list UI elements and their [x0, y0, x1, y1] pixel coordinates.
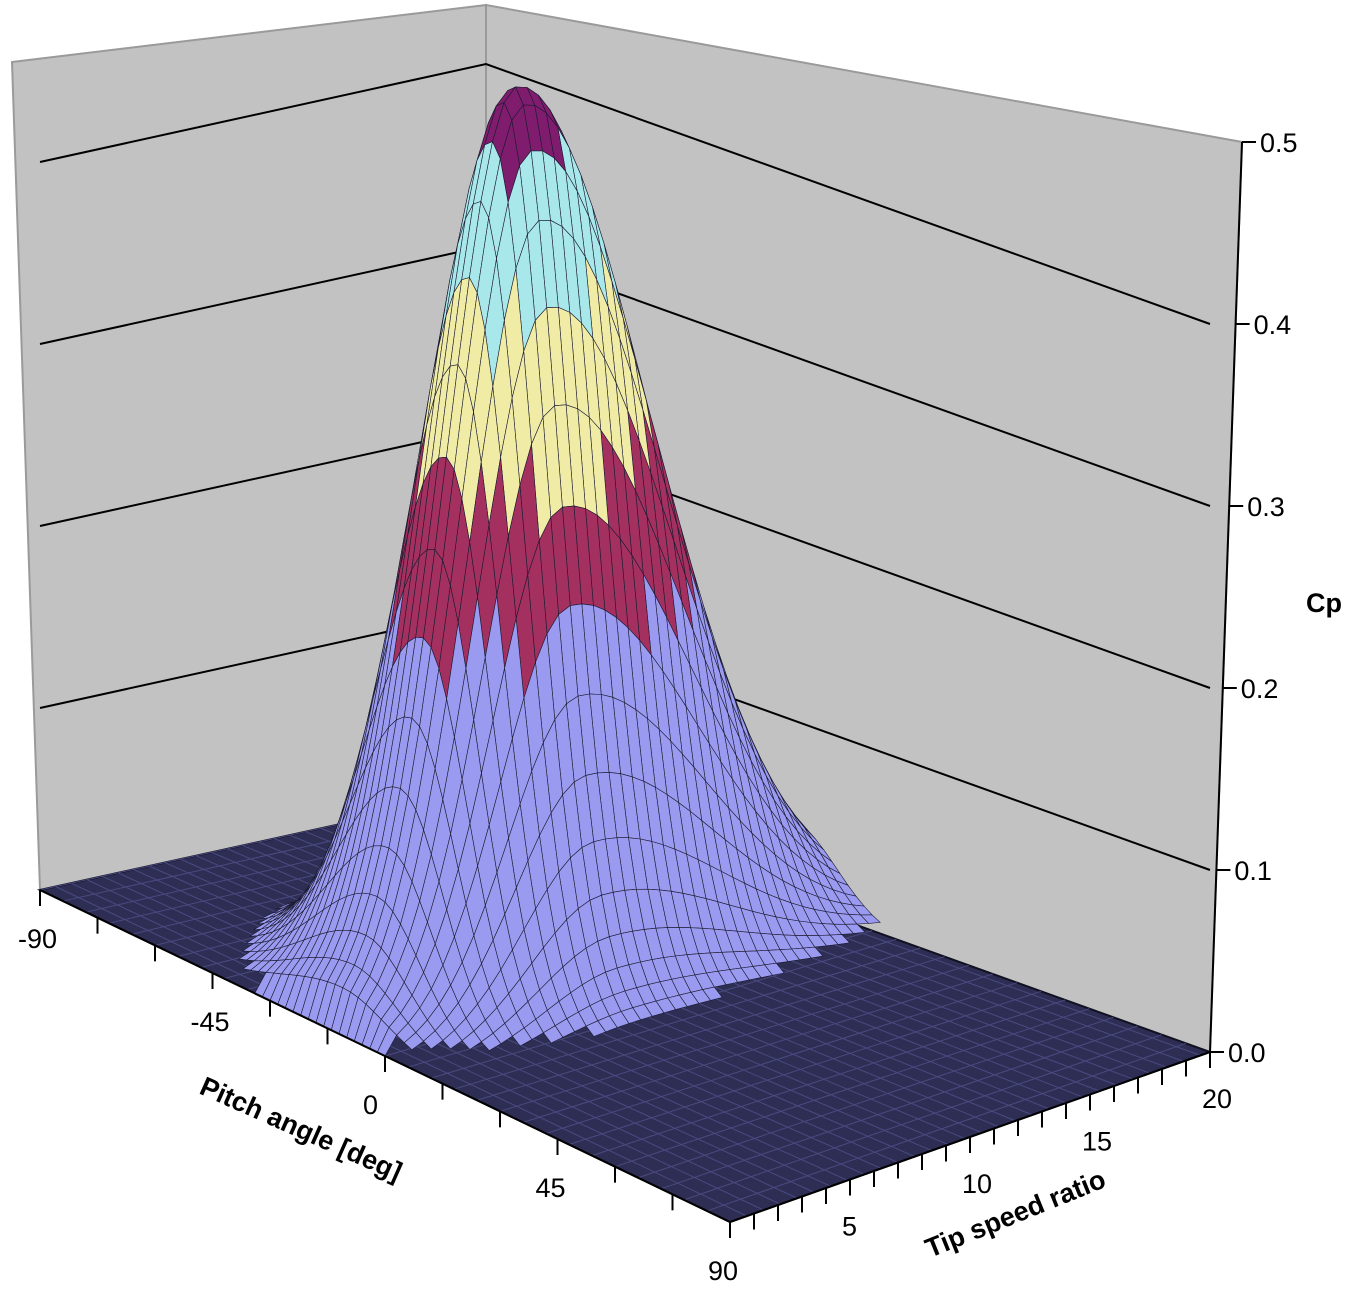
x-tick-label: -90 [18, 924, 57, 954]
floor-mesh-line [545, 982, 1018, 1134]
y-axis-title: Tip speed ratio [921, 1164, 1110, 1264]
surface-cell [480, 1032, 502, 1051]
z-tick-label: 0.1 [1234, 856, 1272, 886]
z-gridline [39, 62, 1211, 325]
floor-mesh-line [55, 886, 748, 1217]
floor-mesh-line [453, 947, 921, 1090]
floor-mesh-line [499, 964, 969, 1112]
x-tick-label: 0 [363, 1090, 378, 1120]
floor-mesh-line [637, 1016, 1114, 1179]
floor-mesh-line [591, 999, 1066, 1157]
surface-cell [511, 1027, 533, 1047]
floor-mesh-line [614, 1008, 1090, 1168]
surface-cell [461, 1030, 482, 1050]
y-tick-label: 5 [842, 1212, 857, 1242]
floor-mesh-line [683, 1034, 1162, 1201]
surface-cell [423, 1030, 444, 1050]
floor-mesh-line [522, 973, 993, 1123]
y-tick-label: 15 [1082, 1127, 1112, 1157]
z-tick-label: 0.0 [1228, 1038, 1266, 1068]
surface-cell [442, 1029, 463, 1050]
y-tick-label: 20 [1202, 1084, 1232, 1114]
floor-mesh-line [660, 1025, 1138, 1190]
cp-surface [238, 86, 881, 1057]
x-axis-title: Pitch angle [deg] [196, 1071, 407, 1187]
floor-mesh-line [706, 1042, 1187, 1212]
x-tick-label: 45 [536, 1173, 566, 1203]
surface-cell [403, 1032, 424, 1051]
axes: -90 -45 0 45 90 5 10 15 20 0.0 0.1 0.2 0.3 0.4 0.5 [18, 128, 1298, 1286]
y-tick-label: 10 [962, 1169, 992, 1199]
z-axis-line [1209, 141, 1243, 1053]
z-tick-label: 0.3 [1247, 492, 1285, 522]
x-tick-label: -45 [191, 1007, 230, 1037]
z-tick-label: 0.2 [1241, 674, 1279, 704]
z-tick-label: 0.4 [1254, 310, 1292, 340]
z-tick-label: 0.5 [1260, 128, 1298, 158]
z-axis-title: Cp [1306, 588, 1342, 618]
surface-cell [542, 1025, 564, 1044]
surface-cell [585, 1020, 607, 1037]
floor-mesh-line [476, 956, 945, 1101]
x-tick-label: 90 [708, 1256, 738, 1286]
floor-mesh-line [568, 990, 1042, 1146]
floor-mesh-line [71, 882, 764, 1211]
